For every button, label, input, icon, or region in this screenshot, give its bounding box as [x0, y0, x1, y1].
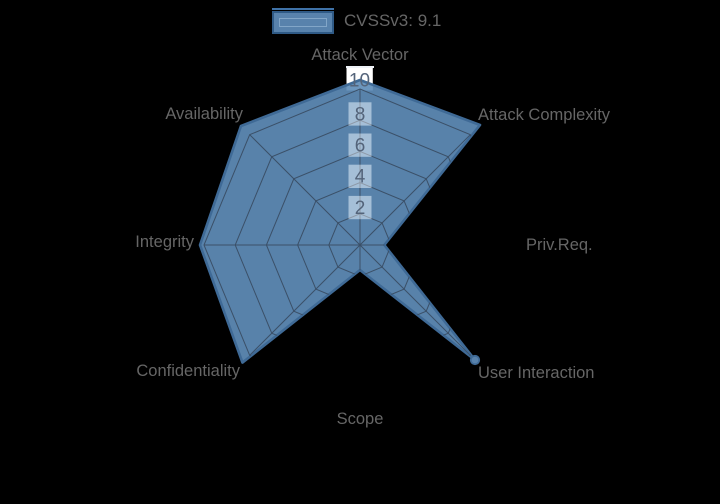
svg-text:4: 4	[355, 167, 366, 188]
svg-text:2: 2	[355, 198, 366, 219]
svg-text:8: 8	[355, 105, 366, 126]
svg-text:10: 10	[349, 71, 370, 92]
svg-text:6: 6	[355, 136, 366, 157]
